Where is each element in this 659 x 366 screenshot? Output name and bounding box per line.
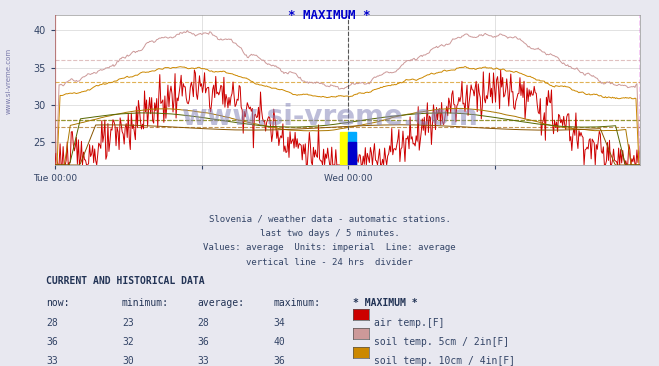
Bar <box>348 142 356 165</box>
Bar <box>340 132 348 165</box>
Text: 36: 36 <box>273 356 285 366</box>
Text: last two days / 5 minutes.: last two days / 5 minutes. <box>260 229 399 238</box>
Text: 28: 28 <box>46 318 58 328</box>
Text: 33: 33 <box>46 356 58 366</box>
Text: CURRENT AND HISTORICAL DATA: CURRENT AND HISTORICAL DATA <box>46 276 205 286</box>
Text: Values: average  Units: imperial  Line: average: Values: average Units: imperial Line: av… <box>203 243 456 253</box>
Text: average:: average: <box>198 298 244 308</box>
Text: 40: 40 <box>273 337 285 347</box>
Text: 30: 30 <box>122 356 134 366</box>
Text: 36: 36 <box>198 337 210 347</box>
Text: air temp.[F]: air temp.[F] <box>374 318 444 328</box>
Text: maximum:: maximum: <box>273 298 320 308</box>
Text: soil temp. 10cm / 4in[F]: soil temp. 10cm / 4in[F] <box>374 356 515 366</box>
Text: www.si-vreme.com: www.si-vreme.com <box>5 48 11 113</box>
Text: minimum:: minimum: <box>122 298 169 308</box>
Text: 36: 36 <box>46 337 58 347</box>
Text: * MAXIMUM *: * MAXIMUM * <box>288 9 371 22</box>
Text: 28: 28 <box>198 318 210 328</box>
Text: Slovenia / weather data - automatic stations.: Slovenia / weather data - automatic stat… <box>208 214 451 223</box>
Text: soil temp. 5cm / 2in[F]: soil temp. 5cm / 2in[F] <box>374 337 509 347</box>
Text: vertical line - 24 hrs  divider: vertical line - 24 hrs divider <box>246 258 413 267</box>
Text: 32: 32 <box>122 337 134 347</box>
Text: 23: 23 <box>122 318 134 328</box>
Text: 34: 34 <box>273 318 285 328</box>
Text: www.si-vreme.com: www.si-vreme.com <box>181 103 478 131</box>
Text: now:: now: <box>46 298 70 308</box>
Bar <box>348 132 356 165</box>
Text: 33: 33 <box>198 356 210 366</box>
Text: * MAXIMUM *: * MAXIMUM * <box>353 298 417 308</box>
